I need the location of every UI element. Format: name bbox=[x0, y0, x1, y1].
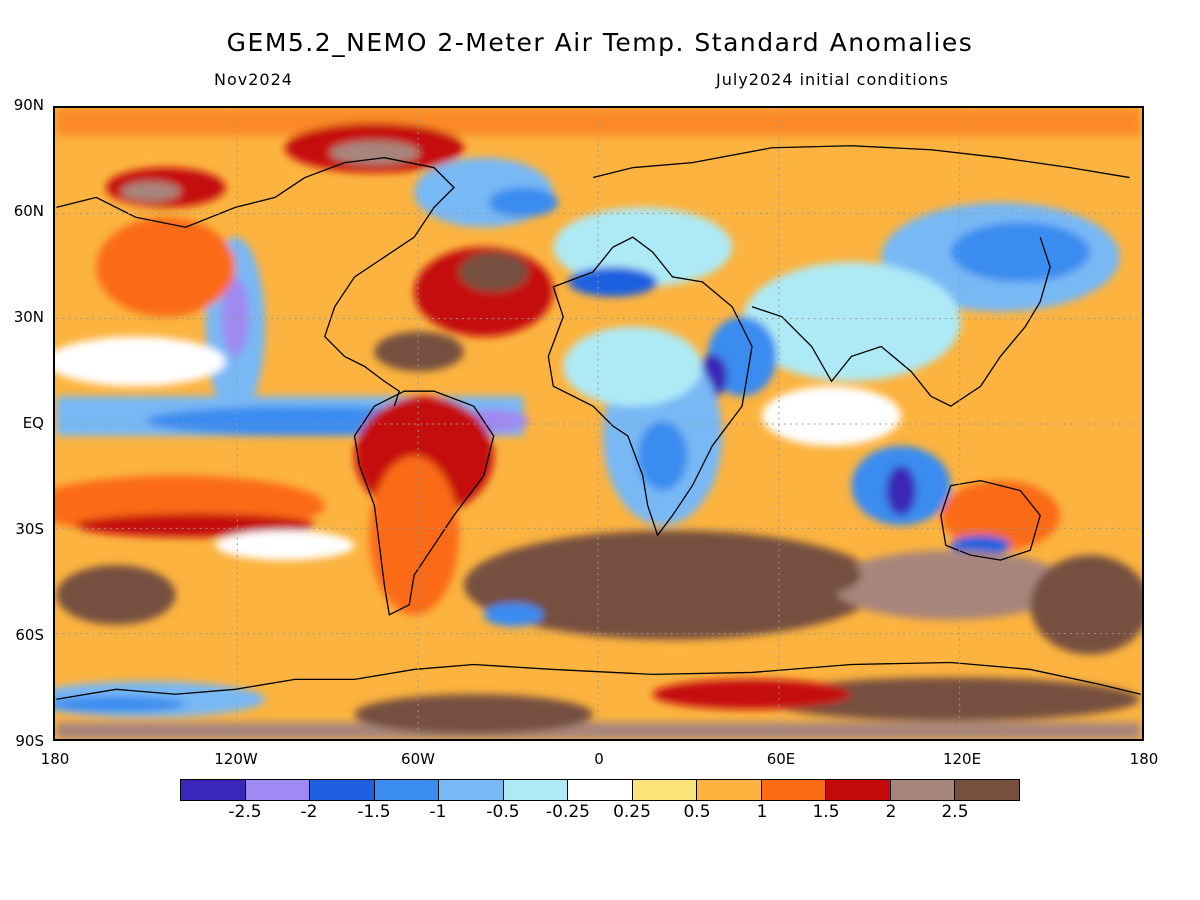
colorbar-tick: 0.5 bbox=[683, 802, 711, 822]
colorbar-tick: -1 bbox=[429, 802, 447, 822]
colorbar-tick: 1 bbox=[756, 802, 768, 822]
colorbar-swatch bbox=[181, 780, 246, 800]
lat-label-30n: 30N bbox=[13, 308, 44, 326]
colorbar-tick: 1.5 bbox=[812, 802, 840, 822]
colorbar-swatch bbox=[310, 780, 375, 800]
anomaly-map-canvas bbox=[55, 108, 1142, 739]
graticule bbox=[56, 108, 1141, 739]
colorbar-swatch bbox=[955, 780, 1019, 800]
valid-month-label: Nov2024 bbox=[214, 70, 293, 89]
coastlines bbox=[56, 145, 1141, 700]
colorbar-swatch bbox=[568, 780, 633, 800]
colorbar-tick: -2 bbox=[300, 802, 318, 822]
colorbar-tick: -1.5 bbox=[357, 802, 391, 822]
colorbar-swatch bbox=[374, 780, 440, 800]
lon-label-120e: 120E bbox=[942, 750, 982, 768]
colorbar-tick: -2.5 bbox=[228, 802, 262, 822]
colorbar-swatch bbox=[439, 780, 504, 800]
lon-label-60w: 60W bbox=[401, 750, 435, 768]
colorbar-tick: -0.25 bbox=[546, 802, 590, 822]
lat-label-90n: 90N bbox=[13, 96, 44, 114]
lon-label-60e: 60E bbox=[766, 750, 796, 768]
colorbar-tick: 2.5 bbox=[941, 802, 969, 822]
initial-conditions-label: July2024 initial conditions bbox=[716, 70, 949, 89]
colorbar-swatch bbox=[890, 780, 956, 800]
colorbar-tick: -0.5 bbox=[486, 802, 520, 822]
lon-label-180e: 180 bbox=[1129, 750, 1159, 768]
colorbar-swatch bbox=[245, 780, 311, 800]
lon-label-120w: 120W bbox=[214, 750, 258, 768]
lat-label-60s: 60S bbox=[15, 626, 44, 644]
lat-label-90s: 90S bbox=[15, 732, 44, 750]
map-title: GEM5.2_NEMO 2-Meter Air Temp. Standard A… bbox=[226, 28, 974, 57]
colorbar-tick: 2 bbox=[885, 802, 897, 822]
anomaly-field bbox=[55, 108, 1142, 739]
colorbar-tick: 0.25 bbox=[613, 802, 651, 822]
colorbar-swatch bbox=[503, 780, 569, 800]
lon-label-0: 0 bbox=[594, 750, 604, 768]
colorbar-swatch bbox=[632, 780, 698, 800]
colorbar bbox=[180, 779, 1020, 801]
colorbar-swatch bbox=[697, 780, 762, 800]
colorbar-swatch bbox=[826, 780, 891, 800]
lat-label-30s: 30S bbox=[15, 520, 44, 538]
colorbar-swatch bbox=[761, 780, 827, 800]
lon-label-180w: 180 bbox=[40, 750, 70, 768]
lat-label-eq: EQ bbox=[22, 414, 44, 432]
anomaly-map bbox=[53, 106, 1144, 741]
lat-label-60n: 60N bbox=[13, 202, 44, 220]
